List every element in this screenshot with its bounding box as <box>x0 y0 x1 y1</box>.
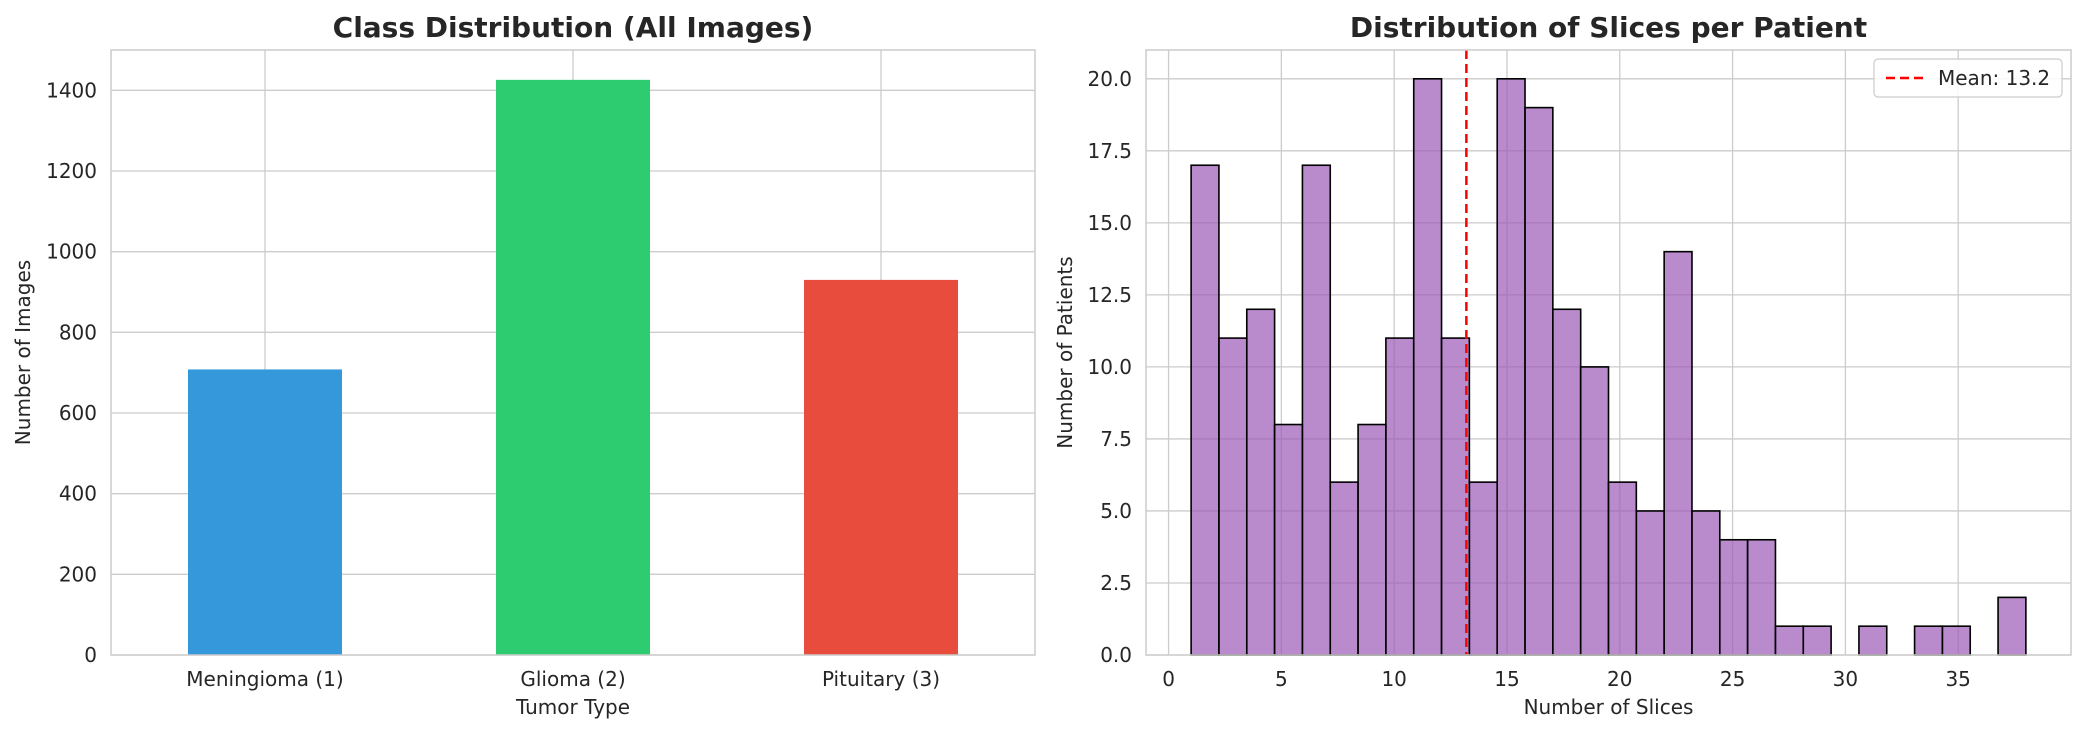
histogram-bin <box>1635 510 1665 656</box>
c2-y-tick-label: 2.5 <box>1100 571 1132 595</box>
c2-x-tick-label: 10 <box>1381 667 1406 691</box>
c2-x-tick-label: 0 <box>1162 667 1175 691</box>
histogram-bin <box>1552 308 1582 656</box>
histogram-bin <box>1607 481 1638 656</box>
histogram-bin <box>1440 337 1471 656</box>
c2-y-tick-label: 0.0 <box>1100 643 1132 667</box>
histogram-bin <box>1997 596 2027 656</box>
c1-x-ticks: Meningioma (1) Glioma (2) Pituitary (3) <box>186 667 940 691</box>
histogram-bin <box>1301 164 1332 656</box>
bar <box>496 79 650 655</box>
legend-mean-label: Mean: 13.2 <box>1938 66 2050 90</box>
c2-x-ticks: 0 5 10 15 20 25 30 35 <box>1162 667 1971 691</box>
histogram-bin <box>1941 625 1972 656</box>
c2-x-tick-label: 15 <box>1494 667 1519 691</box>
histogram-bin <box>1718 538 1749 656</box>
c2-y-tick-label: 20.0 <box>1087 67 1132 91</box>
slices-per-patient-histogram: 0.0 2.5 5.0 7.5 10.0 12.5 15.0 17.5 20.0 0 5 10 15 2… <box>1053 11 2072 719</box>
c1-x-tick-label: Glioma (2) <box>520 667 625 691</box>
histogram-bin <box>1218 337 1248 656</box>
c2-x-tick-label: 35 <box>1945 667 1970 691</box>
c2-y-ticks: 0.0 2.5 5.0 7.5 10.0 12.5 15.0 17.5 20.0 <box>1087 67 1132 667</box>
histogram-bin <box>1663 250 1693 656</box>
histogram-bin <box>1691 510 1721 656</box>
c2-x-axis-label: Number of Slices <box>1524 695 1694 719</box>
class-distribution-chart: 0 200 400 600 800 1000 1200 1400 Meningioma (1)… <box>11 11 1036 719</box>
c1-x-axis-label: Tumor Type <box>515 695 630 719</box>
c2-bars <box>1190 78 2027 656</box>
histogram-bin <box>1273 423 1304 656</box>
c2-y-tick-label: 15.0 <box>1087 211 1132 235</box>
c1-y-tick-label: 1400 <box>46 78 97 102</box>
c1-y-tick-label: 0 <box>84 643 97 667</box>
histogram-bin <box>1579 366 1610 656</box>
c1-y-tick-label: 1000 <box>46 240 97 264</box>
c2-axes-frame <box>1145 49 2072 656</box>
c2-y-axis-label: Number of Patients <box>1053 256 1077 448</box>
c1-y-axis-label: Number of Images <box>11 260 35 445</box>
c1-y-tick-label: 800 <box>59 320 97 344</box>
histogram-bin <box>1802 625 1832 656</box>
histogram-bin <box>1385 337 1415 656</box>
c2-y-tick-label: 5.0 <box>1100 499 1132 523</box>
c2-y-tick-label: 7.5 <box>1100 427 1132 451</box>
c1-y-tick-label: 1200 <box>46 159 97 183</box>
histogram-bin <box>1524 106 1554 656</box>
c1-axes-frame <box>110 49 1036 656</box>
c2-y-tick-label: 12.5 <box>1087 283 1132 307</box>
c1-y-tick-label: 600 <box>59 401 97 425</box>
histogram-bin <box>1858 625 1888 656</box>
histogram-bin <box>1468 481 1499 656</box>
histogram-bin <box>1329 481 1359 656</box>
c2-x-tick-label: 30 <box>1833 667 1858 691</box>
c1-y-tick-label: 200 <box>59 562 97 586</box>
histogram-bin <box>1357 423 1387 656</box>
c2-x-tick-label: 5 <box>1275 667 1288 691</box>
histogram-bin <box>1190 164 1220 656</box>
histogram-bin <box>1245 308 1276 656</box>
c1-y-tick-label: 400 <box>59 482 97 506</box>
histogram-bin <box>1774 625 1805 656</box>
bar <box>188 369 342 655</box>
c1-x-tick-label: Pituitary (3) <box>822 667 940 691</box>
c2-x-tick-label: 25 <box>1720 667 1745 691</box>
c2-y-tick-label: 10.0 <box>1087 355 1132 379</box>
legend-box <box>1873 58 2063 98</box>
histogram-bin <box>1412 78 1443 656</box>
histogram-bin <box>1746 538 1777 656</box>
legend: Mean: 13.2 <box>1873 58 2063 98</box>
c2-x-tick-label: 20 <box>1607 667 1632 691</box>
c1-y-ticks: 0 200 400 600 800 1000 1200 1400 <box>46 78 97 667</box>
histogram-bin <box>1496 78 1526 656</box>
c1-title: Class Distribution (All Images) <box>333 11 814 44</box>
c1-bars <box>188 79 958 655</box>
c1-x-tick-label: Meningioma (1) <box>186 667 343 691</box>
c2-title: Distribution of Slices per Patient <box>1350 11 1867 44</box>
c2-y-tick-label: 17.5 <box>1087 139 1132 163</box>
histogram-bin <box>1913 625 1944 656</box>
bar <box>804 279 958 655</box>
